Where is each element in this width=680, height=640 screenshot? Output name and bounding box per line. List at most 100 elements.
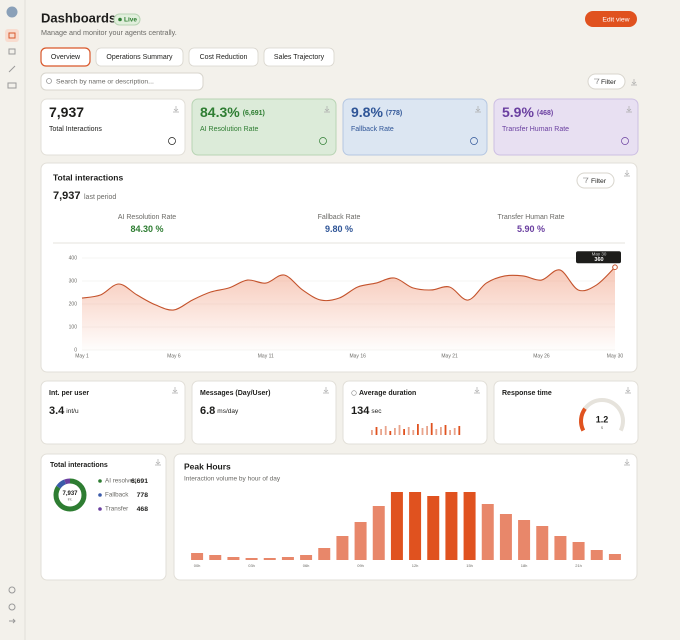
stat-value: 9.80 % [325,224,353,234]
download-icon[interactable] [475,106,481,113]
kpi-card [493,98,639,156]
metric-label: Average duration [359,390,416,397]
mini-bar [394,428,396,435]
bar [409,492,422,560]
edit-view-button[interactable] [585,11,637,27]
kpi-number: 9.8% [351,104,383,120]
download-icon[interactable] [474,387,480,394]
y-tick-label: 200 [69,301,78,307]
bar [608,554,621,560]
filter-label: Filter [601,79,617,86]
kpi-card [342,98,488,156]
download-icon[interactable] [625,387,631,394]
x-tick-label: May 16 [349,353,366,359]
tab-label: Operations Summary [106,54,173,61]
tab[interactable] [263,47,335,67]
download-icon[interactable] [173,106,179,113]
kpi-detail: (6,691) [243,110,265,117]
nav-layers[interactable] [8,48,16,55]
kpi-icon [319,137,327,145]
download-icon[interactable] [324,106,330,113]
legend-dot [98,479,102,483]
kpi-value: 84.3% (6,691) [200,104,265,120]
kpi-number: 5.9% [502,104,534,120]
mini-bar [458,426,461,435]
kpi-label: Transfer Human Rate [502,126,569,133]
download-icon[interactable] [624,459,630,466]
search-input[interactable] [40,72,204,91]
live-badge [113,13,141,26]
tab-label: Overview [51,54,81,61]
x-tick-label: 06h [303,563,310,568]
live-label: Live [124,17,137,24]
donut-center-note: Int. [68,497,73,501]
download-icon[interactable] [172,387,178,394]
bar [427,496,440,560]
bar [191,553,204,560]
kpi-icon [470,137,478,145]
kpi-icon [621,137,629,145]
mini-bar [384,426,387,435]
gauge-value: 1.2 [596,414,609,424]
bar [300,555,313,560]
x-tick-label: May 21 [441,353,458,359]
download-icon[interactable] [624,170,630,177]
search-icon [46,78,52,84]
card [173,453,638,581]
download-icon[interactable] [323,387,329,394]
logo[interactable] [6,6,18,18]
tab[interactable] [95,47,184,67]
x-tick-label: 15h [466,563,473,568]
nav-logout[interactable] [9,618,16,624]
filter-button[interactable] [587,73,626,90]
x-tick-label: 21h [575,563,582,568]
legend-dot [98,507,102,511]
peak-title: Peak Hours [184,461,231,471]
x-tick-label: May 1 [75,353,89,359]
kpi-label: Fallback Rate [351,126,394,133]
metric-label: Int. per user [49,390,89,397]
x-tick-label: May 30 [607,353,624,359]
summary-title: Total interactions [53,172,123,182]
nav-book[interactable] [7,82,17,89]
kpi-icon [168,137,176,145]
mini-bar [426,426,428,435]
stat-value: 84.30 % [130,224,163,234]
live-dot [118,17,122,22]
kpi-number: 84.3% [200,104,240,120]
mini-bar [389,431,392,435]
mini-bar [398,425,401,435]
stat-label: Transfer Human Rate [497,214,564,221]
nav-dashboards[interactable] [5,29,19,42]
summary-total-note: last period [84,194,116,201]
kpi-label: Total Interactions [49,126,102,133]
card [342,380,488,445]
kpi-number: 7,937 [49,104,84,120]
legend-value: 468 [137,506,149,513]
peak-subtitle: Interaction volume by hour of day [184,476,281,483]
tab[interactable] [188,47,259,67]
metric-value: 6.8 ms/day [200,405,239,417]
bar [390,492,403,560]
stat-value: 5.90 % [517,224,545,234]
filter-button[interactable] [576,172,615,189]
download-icon[interactable] [631,79,637,86]
y-tick-label: 300 [69,278,78,284]
kpi-value: 5.9% (468) [502,104,553,120]
bar [499,514,512,560]
download-icon[interactable] [155,459,161,466]
donut-title: Total interactions [50,462,108,469]
x-tick-label: 09h [357,563,364,568]
bar [318,548,331,560]
nav-user[interactable] [8,603,16,611]
metric-unit: int/u [66,408,79,415]
tab-label: Sales Trajectory [274,54,325,61]
point [612,264,618,271]
nav-tools[interactable] [8,65,16,73]
tab-label: Cost Reduction [200,54,248,61]
nav-bell[interactable] [8,586,16,594]
tab[interactable] [40,47,91,67]
download-icon[interactable] [626,106,632,113]
gauge-fill [579,407,587,432]
metric-value: 134 sec [351,405,382,417]
